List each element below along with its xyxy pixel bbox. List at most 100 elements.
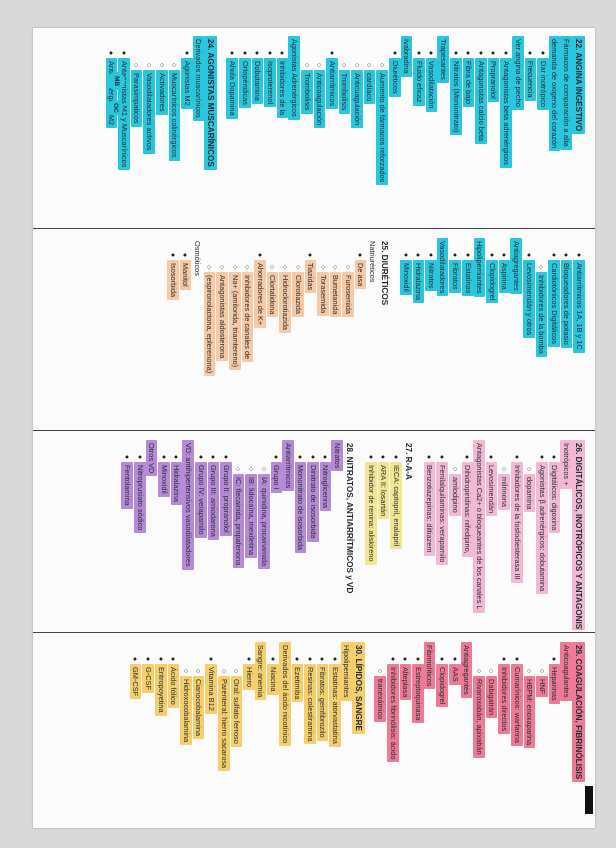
outline-item-text: Muscarínicos colinérgicos (168, 70, 181, 161)
outline-item: ● Anticolinérgicos M2 (105, 36, 118, 218)
bullet-circle-icon: ○ (145, 62, 152, 68)
outline-item: ● Manitol (179, 238, 192, 420)
outline-item-text: De asa (354, 260, 367, 290)
bullet-dot-icon: ● (451, 50, 459, 56)
outline-item-text: Estatinas: atorvastatina (329, 664, 341, 747)
outline-item: ● Minoxidil (157, 440, 170, 622)
bullet-dot-icon: ● (356, 252, 364, 258)
section-spacer (391, 238, 399, 420)
outline-item: Trapesantes (437, 36, 450, 218)
outline-item: ● Mononitrato de isosorbida (294, 440, 307, 622)
bullet-dot-icon: ● (159, 454, 167, 460)
outline-item: ○ IC: flecainida, propafenona (232, 440, 245, 622)
outline-item-text: Aspirina (498, 260, 511, 293)
section-title-text: 27. R-A-A (403, 443, 413, 480)
outline-item-text: Anticuagulación (351, 70, 363, 129)
outline-item-text: Inhibidor de renina: aliskireno (365, 462, 377, 565)
bullet-dot-icon: ● (450, 656, 458, 662)
outline-item: Anticoagulantes (560, 642, 572, 820)
bullet-dot-icon: ● (327, 50, 335, 56)
bullet-dot-icon: ● (438, 454, 446, 460)
bullet-dot-icon: ● (206, 656, 214, 662)
bullet-dot-icon: ● (401, 252, 409, 258)
outline-item: ● Heparinas (548, 642, 561, 820)
outline-item: ● De asa (354, 238, 367, 420)
outline-item-text: milrinona (498, 474, 511, 510)
outline-item: ● Inhibidores fibrinólisis: ácido (386, 642, 399, 820)
outline-item: ● Inhibidores directos (497, 642, 511, 820)
outline-item: ● G-CSF (141, 642, 154, 820)
badge-oc: OC (107, 100, 123, 116)
outline-item-text: Antiagregantes (510, 238, 523, 294)
section-spacer (97, 36, 105, 218)
outline-item-text: Manitol (179, 260, 192, 290)
outline-item: ○ Hidroclorotiazida (278, 238, 291, 420)
bullet-dot-icon: ● (438, 656, 446, 662)
bullet-dot-icon: ● (512, 454, 520, 460)
outline-item-text: Ahorradores de K+ (254, 260, 266, 329)
outline-item: ● Estreptoquinasa (411, 642, 424, 820)
outline-item-text: Inhibidores de la (276, 58, 289, 119)
outline-item: ● Tiazidas (304, 238, 317, 420)
bullet-dot-icon: ● (401, 656, 409, 662)
outline-item-text: Anticoagulación (313, 70, 326, 129)
outline-item-text: Clorotiazida (291, 272, 304, 318)
outline-item-text: Cardiotónicos Digitálicos (548, 260, 560, 347)
outline-item: ● Resinas: colestiramina (303, 642, 316, 820)
outline-item: ○ HBPM: enoxaparina (523, 642, 536, 820)
column-divider (33, 632, 595, 633)
outline-item: ○ (espironolactona, eplerenona) (203, 238, 216, 420)
bullet-circle-icon: ○ (537, 264, 545, 270)
bullet-dot-icon: ● (156, 656, 164, 662)
outline-item: ● Niacina (266, 642, 279, 820)
outline-item: ○ Dabigatrán (485, 642, 498, 820)
outline-item: ● Antiarrítmicos (325, 36, 338, 218)
outline-item: ○ Aumento de fármacos reforzados (376, 36, 389, 218)
outline-item-text: Fármacos de comparación a alta (560, 36, 572, 150)
outline-item-text: amlodipino (449, 474, 461, 516)
bullet-dot-icon: ● (144, 656, 151, 662)
outline-item: Osmóticos (191, 238, 203, 420)
bullet-dot-icon: ● (538, 50, 546, 56)
section-title-text: 29. COAGULACIÓN, FIBRINÓLISIS (572, 642, 585, 783)
bullet-dot-icon: ● (168, 252, 176, 258)
bullet-dot-icon: ● (414, 252, 422, 258)
outline-item-text: Tiazidas (304, 260, 317, 294)
outline-item: ○ Oral: sulfato ferroso (230, 642, 243, 820)
outline-item-text: Hipolipemiantes (473, 238, 486, 297)
outline-item-text: Grupo III: amiodarona (207, 462, 220, 540)
outline-item: ● Isosorbida (166, 238, 179, 420)
outline-item: ● Eritropoyetina (154, 642, 167, 820)
bullet-circle-icon: ○ (157, 62, 165, 68)
bullet-circle-icon: ○ (132, 62, 140, 68)
outline-item: ● Vasodilatación (425, 36, 438, 218)
outline-item-text: Fluido eficaz (413, 58, 425, 106)
outline-item: ○ Furosemida (341, 238, 354, 420)
outline-item-text: Fibratos: gemfibrozilo (316, 664, 329, 741)
bullet-circle-icon: ○ (365, 62, 373, 68)
outline-item: ○ Anticuagulación (350, 36, 363, 218)
bullet-dot-icon: ● (181, 252, 189, 258)
bullet-dot-icon: ● (296, 454, 304, 460)
outline-item-text: Dobutamina (251, 58, 264, 104)
section-spacer (366, 642, 374, 820)
bullet-dot-icon: ● (464, 50, 472, 56)
outline-item-text: Dar inotrópico (537, 58, 549, 111)
outline-item-text: GM-CSF (129, 664, 142, 700)
bullet-circle-icon: ○ (280, 264, 288, 270)
outline-item: ○ Activadores (155, 36, 168, 218)
bullet-dot-icon: ● (240, 50, 248, 56)
outline-item: ○ Trombolisis (338, 36, 351, 218)
bullet-circle-icon: ○ (194, 668, 202, 674)
outline-item-text: Dinitrato de isosorbida (307, 462, 319, 542)
outline-item: ○ IB: lidocaína, mexiletina (244, 440, 257, 622)
bullet-circle-icon: ○ (474, 668, 482, 674)
outline-item: ● Isoproterenol (263, 36, 276, 218)
outline-item-text: Vasodilatadores activos (143, 70, 155, 154)
outline-item: VD: antihipertensivos vasodilatadores (182, 440, 194, 622)
bullet-circle-icon: ○ (525, 466, 533, 472)
outline-item-text: Clortalidona (266, 272, 279, 318)
outline-item-text: Levosimendán (485, 462, 498, 517)
outline-item-text: Digitálicos: digoxina (548, 462, 561, 534)
outline-item-text: Ver angina de pecho (512, 36, 524, 110)
